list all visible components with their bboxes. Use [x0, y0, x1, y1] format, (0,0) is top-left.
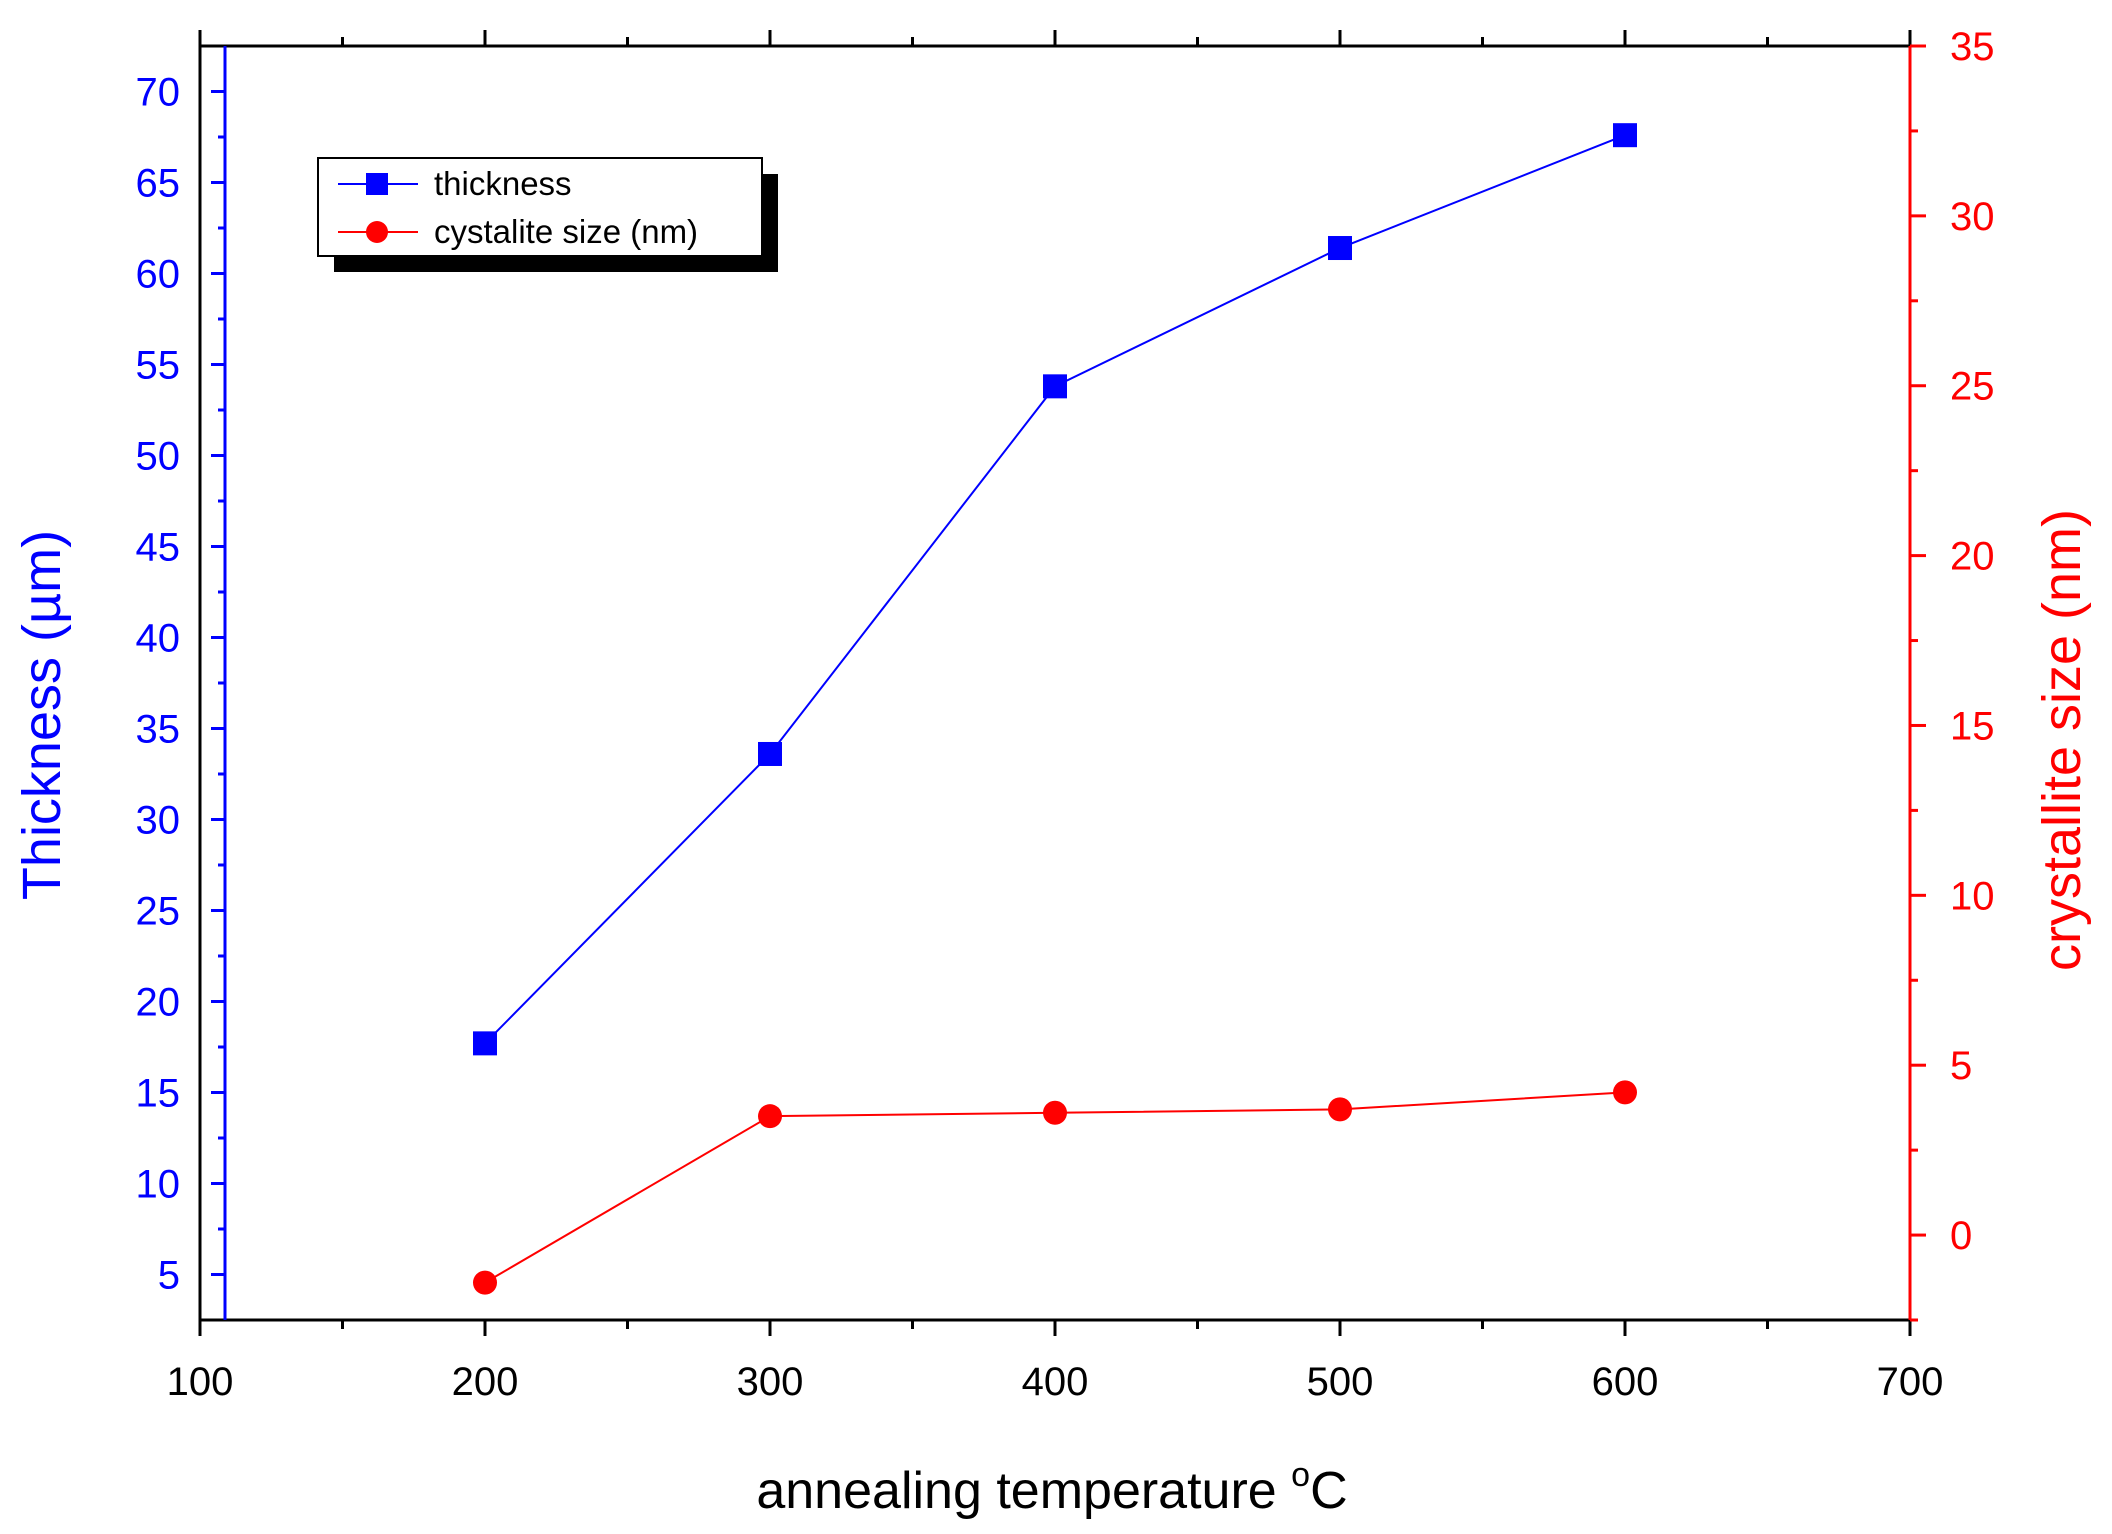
x-tick-label: 300: [737, 1360, 804, 1404]
y-left-tick-label: 70: [136, 71, 181, 115]
x-axis: 100 200 300 400 500 600 700: [167, 30, 1944, 1404]
y-axis-left-title: Thickness (µm): [12, 530, 72, 900]
thickness-point: [473, 1031, 497, 1056]
legend-marker-square: [366, 173, 388, 195]
y-left-tick-label: 10: [136, 1163, 181, 1207]
legend-label: cystalite size (nm): [434, 213, 698, 250]
y-left-tick-label: 35: [136, 708, 181, 752]
x-tick-label: 700: [1877, 1360, 1944, 1404]
y-left-tick-label: 45: [136, 526, 181, 570]
y-right-tick-label: 30: [1950, 195, 1995, 239]
legend-marker-circle: [366, 221, 388, 243]
crystallite-point: [758, 1104, 782, 1129]
legend-box: [317, 157, 763, 257]
crystallite-point: [473, 1270, 497, 1295]
y-right-tick-label: 0: [1950, 1214, 1972, 1258]
x-axis-title-degree: o: [1291, 1456, 1310, 1494]
thickness-point: [758, 741, 782, 766]
y-axis-right: 0 5 10 15 20 25 30 35: [1908, 25, 1995, 1322]
y-left-tick-label: 60: [136, 253, 181, 297]
y-left-tick-label: 30: [136, 799, 181, 843]
thickness-point: [1613, 123, 1637, 148]
legend: thickness cystalite size (nm): [317, 157, 778, 272]
x-axis-title-unit: C: [1310, 1462, 1348, 1520]
x-axis-title: annealing temperature oC: [756, 1456, 1347, 1520]
thickness-point: [1328, 236, 1352, 261]
x-tick-label: 100: [167, 1360, 234, 1404]
y-left-tick-label: 20: [136, 981, 181, 1025]
y-left-tick-label: 25: [136, 890, 181, 934]
x-tick-label: 500: [1307, 1360, 1374, 1404]
axis-titles: annealing temperature oC Thickness (µm) cr…: [12, 509, 2092, 1520]
y-right-tick-label: 20: [1950, 535, 1995, 579]
x-tick-label: 200: [452, 1360, 519, 1404]
y-left-tick-label: 65: [136, 162, 181, 206]
y-right-tick-label: 35: [1950, 25, 1995, 69]
x-tick-label: 400: [1022, 1360, 1089, 1404]
x-tick-label: 600: [1592, 1360, 1659, 1404]
y-right-tick-label: 5: [1950, 1044, 1972, 1088]
x-axis-title-main: annealing temperature: [756, 1462, 1291, 1520]
y-right-tick-label: 25: [1950, 365, 1995, 409]
y-left-tick-label: 55: [136, 344, 181, 388]
y-right-tick-label: 15: [1950, 704, 1995, 748]
series-layer: [473, 123, 1637, 1295]
thickness-point: [1043, 374, 1067, 399]
legend-label: thickness: [434, 165, 572, 202]
crystallite-point: [1613, 1080, 1637, 1105]
y-left-tick-label: 5: [158, 1254, 180, 1298]
crystallite-point: [1328, 1097, 1352, 1122]
y-axis-right-title: crystallite size (nm): [2032, 509, 2092, 971]
y-left-tick-label: 50: [136, 435, 181, 479]
y-left-tick-label: 40: [136, 617, 181, 661]
y-right-tick-label: 10: [1950, 874, 1995, 918]
crystallite-point: [1043, 1100, 1067, 1125]
y-left-tick-label: 15: [136, 1072, 181, 1116]
y-axis-left: 5 10 15 20 25 30 35 40 45 50 55 60 65 70: [136, 46, 227, 1320]
